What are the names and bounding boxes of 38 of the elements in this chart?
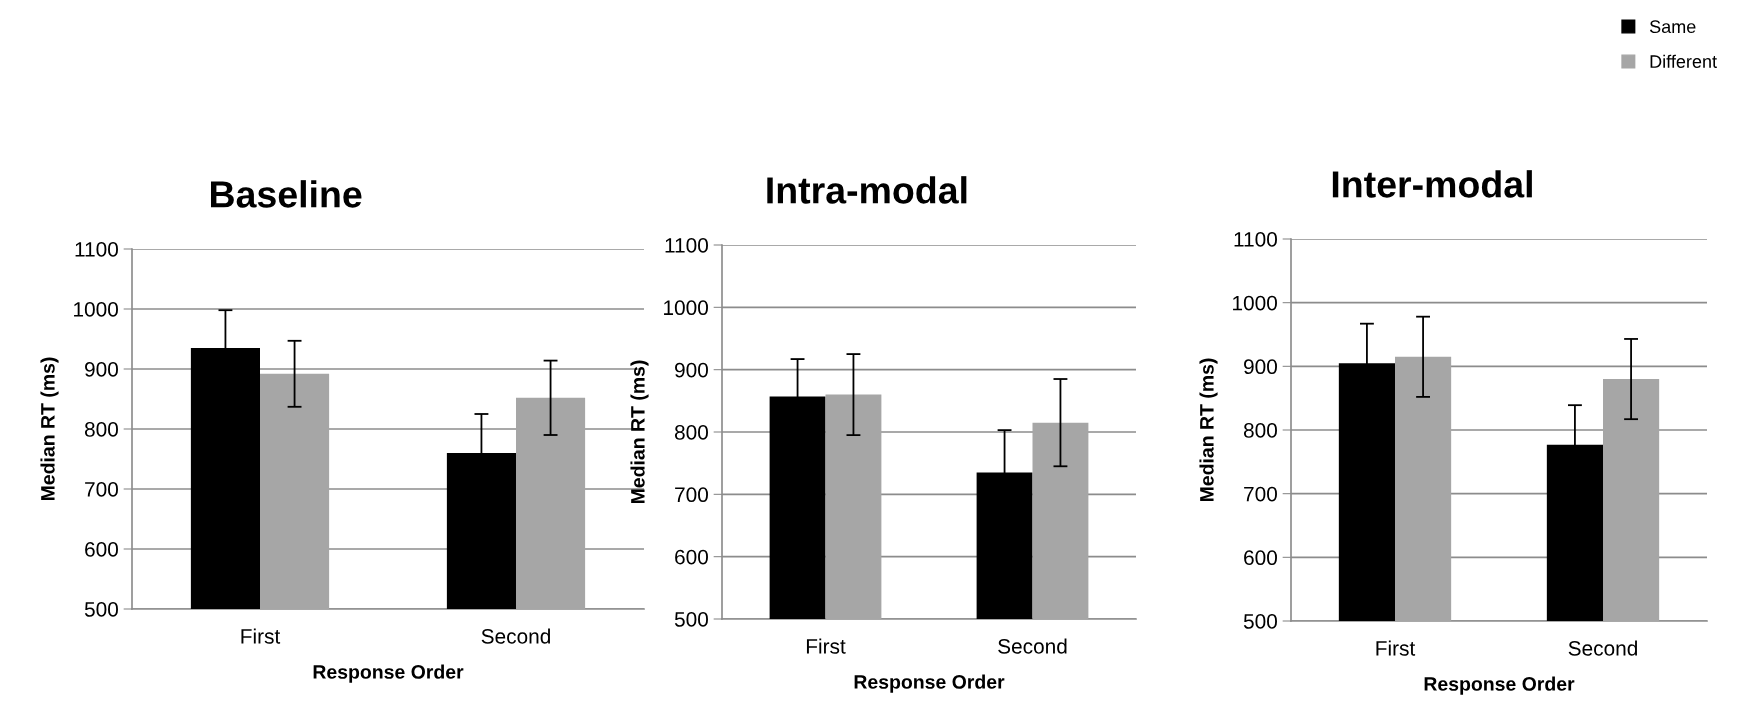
chart-title: Inter-modal xyxy=(1332,170,1532,198)
y-tick-label: 900 xyxy=(1244,359,1277,375)
y-tick-label: 800 xyxy=(84,422,118,437)
x-tick-label: First xyxy=(241,628,281,644)
legend-label: Same xyxy=(1649,20,1696,34)
x-tick-label: First xyxy=(806,638,846,654)
chart-title: Intra-modal xyxy=(767,176,967,204)
legend-label: Different xyxy=(1650,54,1717,68)
y-tick-label: 700 xyxy=(85,482,118,497)
y-tick-label: 900 xyxy=(85,362,118,377)
x-tick-label: Second xyxy=(1568,640,1637,656)
y-tick-label: 600 xyxy=(1244,550,1277,566)
y-tick-label: 700 xyxy=(1244,486,1277,502)
y-tick-label: 600 xyxy=(85,542,118,557)
x-tick-label: Second xyxy=(998,638,1067,654)
y-axis-title: Median RT (ms) xyxy=(1199,358,1218,502)
chart-title: Baseline xyxy=(210,180,362,208)
y-tick-label: 800 xyxy=(674,425,708,440)
x-tick-label: First xyxy=(1376,640,1416,656)
y-tick-label: 1100 xyxy=(665,238,708,253)
y-tick-label: 1000 xyxy=(74,302,118,317)
x-tick-label: Second xyxy=(481,628,550,644)
y-tick-label: 1100 xyxy=(1234,232,1277,247)
y-tick-label: 500 xyxy=(1243,614,1277,629)
x-axis-title: Response Order xyxy=(854,674,1005,693)
y-tick-label: 1000 xyxy=(1233,295,1277,311)
x-axis-title: Response Order xyxy=(1424,676,1575,695)
y-tick-label: 1000 xyxy=(664,300,708,316)
y-tick-label: 500 xyxy=(674,612,708,627)
y-tick-label: 700 xyxy=(675,487,708,503)
y-axis-title: Median RT (ms) xyxy=(630,360,649,504)
y-tick-label: 600 xyxy=(675,549,708,565)
y-axis-title: Median RT (ms) xyxy=(40,357,59,501)
y-tick-label: 1100 xyxy=(75,242,118,257)
y-tick-label: 800 xyxy=(1243,423,1277,438)
y-tick-label: 500 xyxy=(84,602,118,617)
y-tick-label: 900 xyxy=(675,362,708,378)
x-axis-title: Response Order xyxy=(313,664,464,683)
